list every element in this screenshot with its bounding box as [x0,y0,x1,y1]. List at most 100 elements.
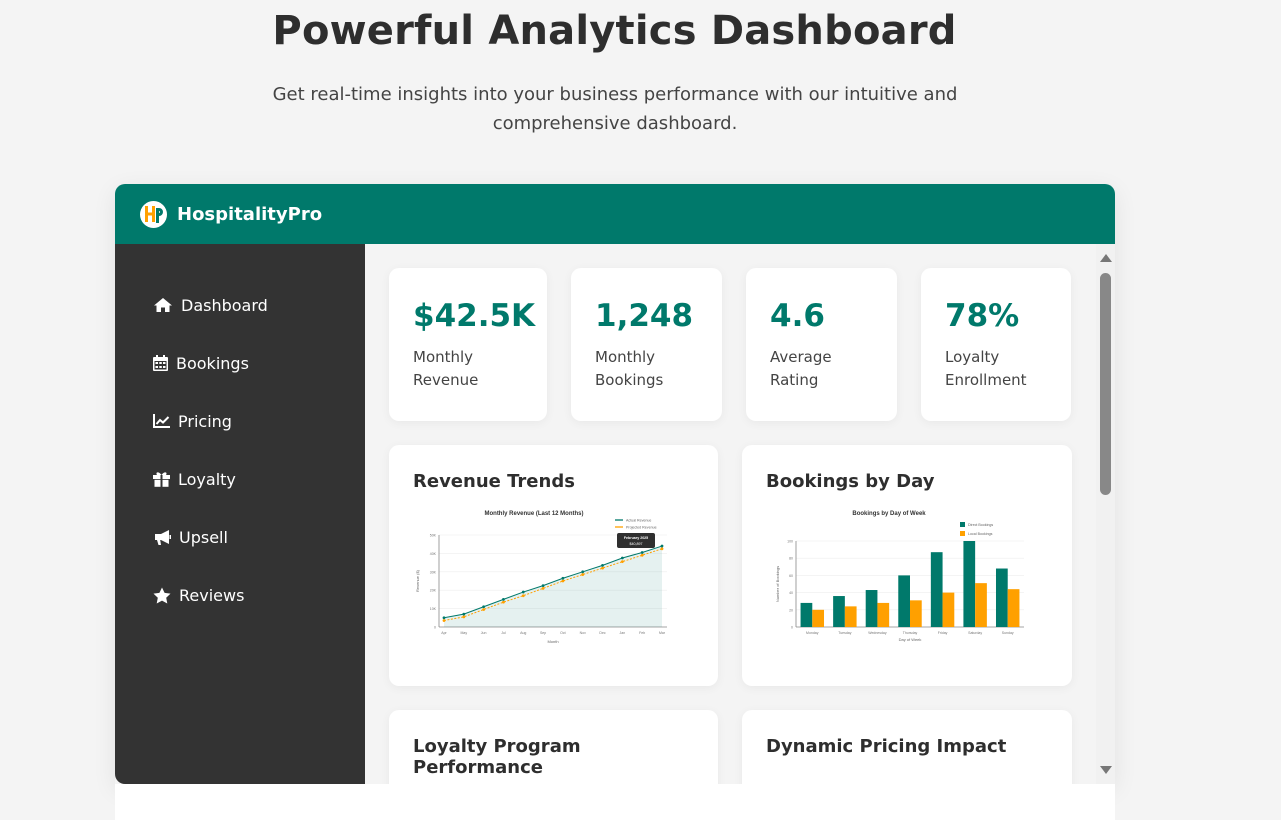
data-point [482,608,486,611]
brand-name[interactable]: HospitalityPro [177,203,323,225]
scroll-down-arrow-icon[interactable] [1100,766,1112,774]
bookings-bar-chart[interactable]: Bookings by Day of Week 0 20 40 60 80 100 Monda… [762,507,1052,687]
data-point [660,547,664,551]
y-tick-label: 0 [791,626,793,630]
x-tick-label: Apr [441,631,447,635]
data-point [502,598,505,601]
x-tick-label: Mar [659,631,666,635]
bar [812,609,825,627]
y-tick-label: 20K [430,589,437,593]
bar [844,606,857,627]
sidebar-item-label: Reviews [179,585,245,605]
data-point [561,579,565,583]
bar [942,592,955,627]
x-tick-label: Wednesday [868,631,887,635]
legend-label: Actual Revenue [626,519,651,523]
scroll-up-arrow-icon[interactable] [1100,254,1112,262]
y-tick-label: 80 [789,557,793,561]
y-tick-label: 10K [430,607,437,611]
sidebar-item-reviews[interactable]: Reviews [115,566,365,624]
stat-card-bookings: 1,248 Monthly Bookings [571,268,722,421]
data-point [482,605,486,609]
bar [1007,589,1020,627]
bar [963,541,976,627]
tooltip-value: $40,897 [630,542,643,546]
card-title: Revenue Trends [413,471,575,492]
data-point [521,590,525,594]
dashboard-preview: HospitalityPro Dashboard Bookings Pr [115,184,1115,784]
hero-title: Powerful Analytics Dashboard [272,8,957,54]
data-point [442,616,446,620]
brand-logo [140,200,167,228]
sidebar-item-pricing[interactable]: Pricing [115,392,365,450]
tooltip-title: February 2025 [624,536,648,540]
chart-title: Monthly Revenue (Last 12 Months) [484,511,583,517]
y-tick-label: 20 [789,608,793,612]
legend-label: Local Bookings [968,532,993,536]
bar [833,596,845,627]
x-tick-label: Feb [639,631,645,635]
legend-swatch [960,531,965,536]
area-fill [444,546,662,627]
revenue-line-chart[interactable]: Monthly Revenue (Last 12 Months) 0 10K 20K 3… [409,507,699,687]
y-tick-label: 60 [789,574,793,578]
stat-label: Monthly Bookings [595,348,664,389]
x-tick-label: Jul [501,631,506,635]
card-title: Bookings by Day [766,471,935,492]
y-tick-label: 50K [430,534,437,538]
data-point [541,584,545,587]
data-point [620,560,624,564]
y-tick-label: 40K [430,552,437,556]
data-point [660,544,664,548]
x-tick-label: Nov [580,631,586,635]
legend-swatch [960,522,965,527]
stat-value: 78% [945,298,1020,334]
bar [800,602,813,627]
data-point [640,551,644,554]
main-scrollbar[interactable] [1096,244,1115,784]
bar [975,583,987,627]
x-axis-label: Month [547,639,558,644]
bar [865,590,878,627]
y-tick-label: 100 [787,540,793,544]
chart-title: Bookings by Day of Week [852,511,926,517]
stat-card-loyalty: 78% Loyalty Enrollment [921,268,1071,421]
stat-value: 4.6 [770,298,825,334]
bullhorn-icon [155,530,171,545]
sidebar-item-dashboard[interactable]: Dashboard [115,276,365,334]
stat-card-revenue: $42.5K Monthly Revenue [389,268,547,421]
x-tick-label: Aug [520,631,526,635]
legend-label: Direct Bookings [968,523,993,527]
tooltip-box [617,533,655,548]
app-header: HospitalityPro [115,184,1115,244]
x-tick-label: Dec [599,631,605,635]
scrollbar-thumb[interactable] [1100,273,1111,495]
sidebar-item-bookings[interactable]: Bookings [115,334,365,392]
x-tick-label: Saturday [968,631,982,635]
stat-value: 1,248 [595,298,694,334]
gift-icon [153,472,170,487]
bar [898,575,910,627]
y-tick-label: 40 [789,591,793,595]
data-point [442,619,446,622]
x-tick-label: Thursday [903,631,918,635]
stat-label: Loyalty Enrollment [945,348,1027,389]
data-point [581,573,585,576]
series-line [443,545,663,619]
data-point [462,612,466,616]
card-title: Dynamic Pricing Impact [766,736,1007,757]
bookings-by-day-card: Bookings by Day Bookings by Day of Week 0… [742,445,1072,686]
data-point [581,570,585,574]
sidebar-item-upsell[interactable]: Upsell [115,508,365,566]
calendar-icon [153,355,168,371]
bar [877,602,890,627]
data-point [561,576,565,580]
sidebar-item-label: Pricing [178,411,232,431]
data-point [601,563,604,567]
hp-logo-icon [144,206,163,223]
hero-subtitle: Get real-time insights into your busines… [272,84,958,134]
y-tick-label: 0 [434,626,436,630]
loyalty-performance-card: Loyalty Program Performance [389,710,718,784]
sidebar-item-loyalty[interactable]: Loyalty [115,450,365,508]
y-tick-label: 30K [430,570,437,574]
